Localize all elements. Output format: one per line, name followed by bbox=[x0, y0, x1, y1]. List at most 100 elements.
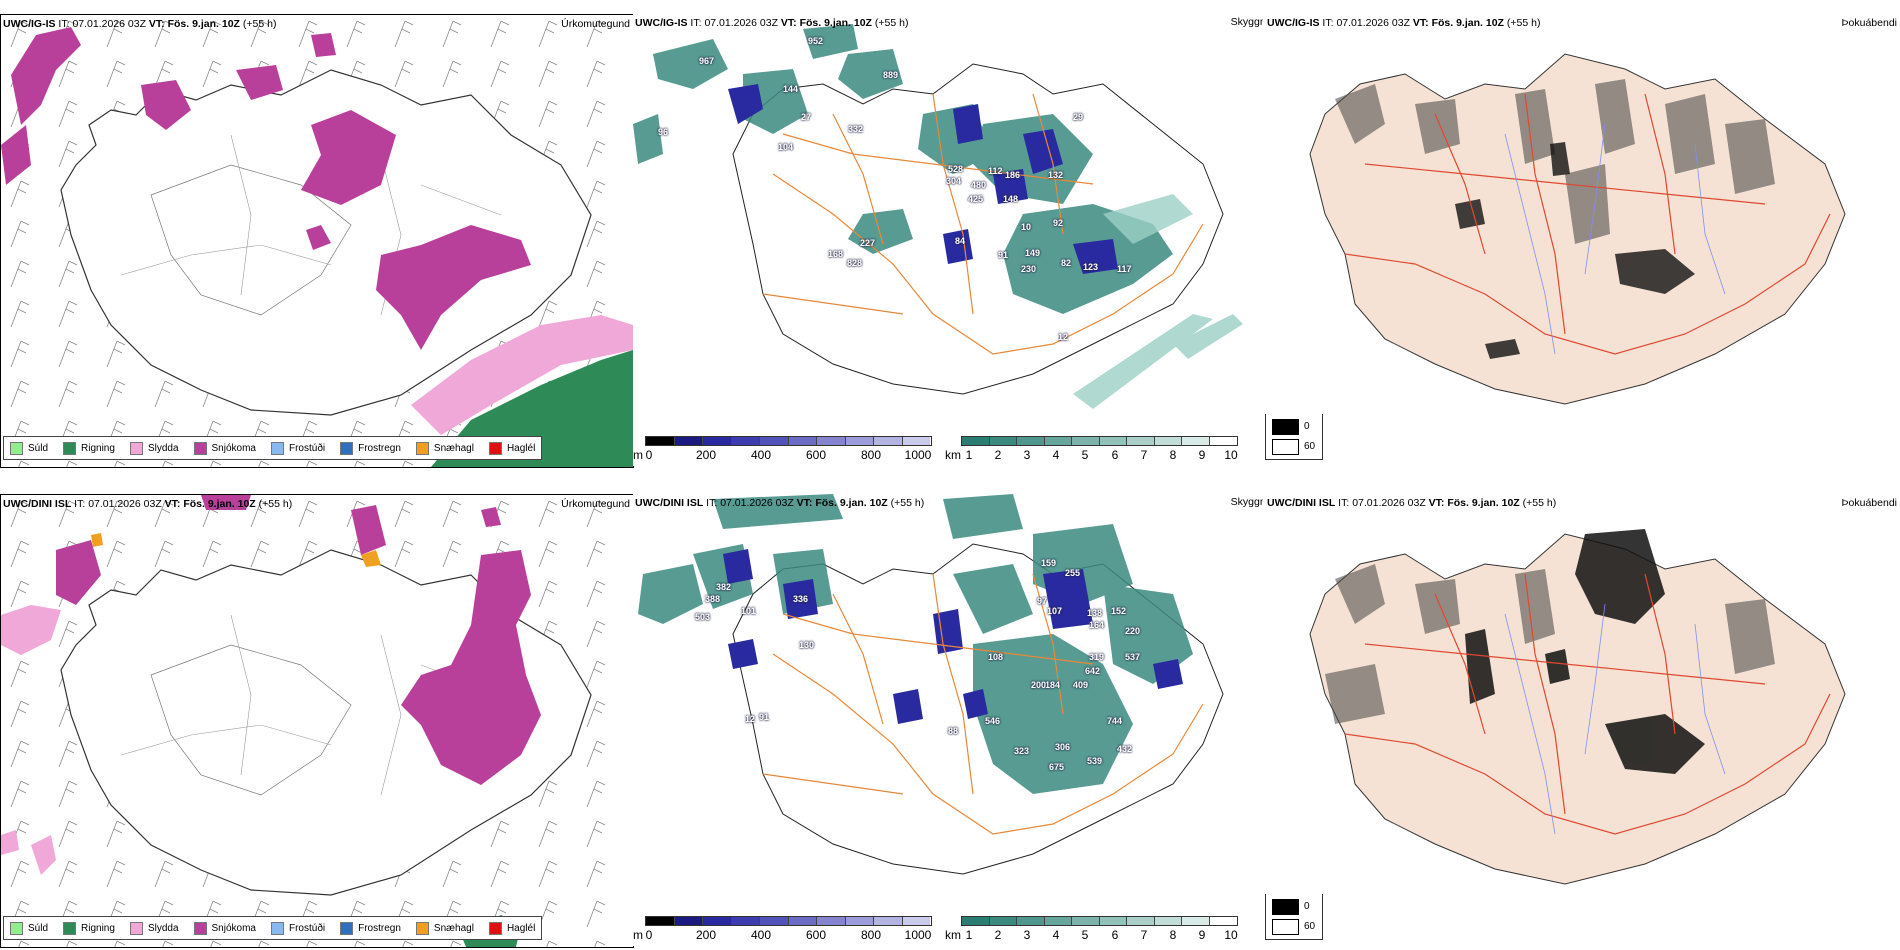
fog-legend-high-label: 0 bbox=[1304, 901, 1310, 912]
value-label: 186 bbox=[1005, 170, 1021, 180]
colorbar-cells bbox=[645, 436, 932, 446]
value-label: 230 bbox=[1021, 264, 1037, 274]
panel-title: Úrkomutegund bbox=[561, 18, 630, 30]
colorbar-tick: 8 bbox=[1169, 448, 1177, 462]
sleet-area bbox=[411, 315, 633, 435]
legend-swatch bbox=[488, 921, 502, 935]
legend-item: Haglél bbox=[488, 921, 535, 935]
colorbar-tick: 0 bbox=[645, 928, 653, 942]
colorbar-tick: 5 bbox=[1081, 928, 1089, 942]
legend-item: Snæhagl bbox=[415, 441, 474, 455]
low-cloud-areas bbox=[728, 84, 1118, 274]
legend-swatch bbox=[340, 441, 354, 455]
value-label: 227 bbox=[860, 238, 876, 248]
panel-title: Skyggni bbox=[1230, 496, 1263, 508]
panel-title: Úrkomutegund bbox=[561, 498, 630, 510]
colorbar-tick: 7 bbox=[1140, 448, 1148, 462]
iceland-outline bbox=[60, 549, 592, 896]
colorbar-tick: 2 bbox=[994, 928, 1002, 942]
precip-legend: Súld Rigning Slydda Snjókoma Frostúði Fr… bbox=[3, 916, 543, 940]
value-label: 382 bbox=[716, 582, 732, 592]
legend-swatch bbox=[63, 921, 77, 935]
snowfall-areas bbox=[56, 495, 541, 785]
value-label: 425 bbox=[968, 194, 984, 204]
colorbar-cell bbox=[1127, 437, 1155, 445]
panel-title: Skyggni bbox=[1230, 16, 1263, 28]
colorbar-cell bbox=[646, 917, 675, 925]
value-label: 200 bbox=[1031, 680, 1047, 690]
colorbar-tick: 1000 bbox=[904, 928, 932, 942]
value-label: 104 bbox=[778, 142, 794, 152]
value-label: 409 bbox=[1073, 680, 1089, 690]
value-label: 132 bbox=[1048, 170, 1064, 180]
cloud-vis-panel-1: UWC/IG-IS IT: 07.01.2026 03Z VT: Fös. 9.… bbox=[633, 14, 1263, 466]
model-name: UWC/DINI ISL bbox=[3, 498, 72, 510]
legend-item: Frostregn bbox=[340, 921, 401, 935]
legend-item: Snjókoma bbox=[193, 441, 256, 455]
panel-header: UWC/DINI ISL IT: 07.01.2026 03Z VT: Fös.… bbox=[635, 497, 925, 509]
colorbar-cell bbox=[788, 437, 817, 445]
legend-item: Rigning bbox=[63, 921, 115, 935]
value-label: 96 bbox=[658, 127, 669, 137]
cloud-base-colorbar: m 0 200 400 600 800 1000 bbox=[633, 436, 943, 466]
road-network bbox=[1344, 573, 1831, 835]
value-label: 82 bbox=[1061, 258, 1072, 268]
colorbar-cell bbox=[962, 917, 990, 925]
colorbar-cell bbox=[1099, 917, 1127, 925]
fog-legend-low-label: 60 bbox=[1304, 441, 1316, 452]
panel-header: UWC/DINI ISL IT: 07.01.2026 03Z VT: Fös.… bbox=[3, 498, 293, 510]
colorbar-tick: 2 bbox=[994, 448, 1002, 462]
legend-swatch bbox=[193, 921, 207, 935]
legend-swatch bbox=[415, 441, 429, 455]
precip-type-panel-2: UWC/DINI ISL IT: 07.01.2026 03Z VT: Fös.… bbox=[0, 494, 634, 948]
legend-swatch bbox=[10, 441, 23, 455]
value-label: 101 bbox=[741, 606, 757, 616]
value-label: 744 bbox=[1107, 716, 1123, 726]
colorbar-cell bbox=[902, 437, 930, 445]
colorbar-tick: 3 bbox=[1023, 928, 1031, 942]
cloud-vis-map-2 bbox=[638, 494, 1224, 875]
value-label: 91 bbox=[998, 250, 1009, 260]
fog-legend-low-swatch bbox=[1272, 439, 1299, 455]
colorbar-cell bbox=[760, 437, 789, 445]
fog-indicator-areas bbox=[1335, 79, 1775, 244]
colorbar-tick: 10 bbox=[1224, 928, 1238, 942]
legend-swatch bbox=[270, 441, 284, 455]
legend-swatch bbox=[10, 921, 23, 935]
legend-item: Súld bbox=[10, 921, 48, 935]
value-label: 123 bbox=[1083, 262, 1099, 272]
colorbar-unit: km bbox=[945, 448, 961, 462]
colorbar-tick: 0 bbox=[645, 448, 653, 462]
colorbar-tick: 400 bbox=[750, 448, 772, 462]
colorbar-cell bbox=[1154, 437, 1182, 445]
legend-swatch bbox=[63, 441, 77, 455]
panel-title: Þokuábendi bbox=[1841, 17, 1897, 29]
fog-legend-high-label: 0 bbox=[1304, 421, 1310, 432]
value-label: 91 bbox=[759, 712, 770, 722]
legend-item: Slydda bbox=[129, 441, 179, 455]
colorbar-cell bbox=[989, 917, 1017, 925]
cloud-vis-panel-2: UWC/DINI ISL IT: 07.01.2026 03Z VT: Fös.… bbox=[633, 494, 1263, 946]
value-label: 480 bbox=[971, 180, 987, 190]
colorbar-tick: 9 bbox=[1198, 928, 1206, 942]
low-cloud-areas bbox=[723, 549, 1183, 724]
value-label: 12 bbox=[745, 714, 756, 724]
value-label: 88 bbox=[948, 726, 959, 736]
iceland-outline bbox=[1309, 533, 1846, 885]
colorbar-tick: 4 bbox=[1052, 448, 1060, 462]
cloud-base-colorbar: m 0 200 400 600 800 1000 bbox=[633, 916, 943, 946]
colorbar-cell bbox=[1209, 917, 1236, 925]
value-label: 184 bbox=[1045, 680, 1061, 690]
snowfall-areas bbox=[1, 27, 531, 350]
visibility-colorbar: km 1 2 3 4 5 6 7 8 9 10 bbox=[945, 436, 1255, 466]
rivers bbox=[1504, 123, 1726, 355]
panel-header: UWC/IG-IS IT: 07.01.2026 03Z VT: Fös. 9.… bbox=[1267, 17, 1541, 29]
colorbar-cell bbox=[874, 917, 903, 925]
fog-legend-2: 0 60 bbox=[1265, 892, 1323, 940]
precip-type-panel-1: UWC/IG-IS IT: 07.01.2026 03Z VT: Fös. 9.… bbox=[0, 14, 634, 468]
cloud-vis-map-1 bbox=[633, 24, 1243, 409]
visibility-colorbar: km 1 2 3 4 5 6 7 8 9 10 bbox=[945, 916, 1255, 946]
value-label: 138 bbox=[1087, 608, 1103, 618]
colorbar-cell bbox=[902, 917, 930, 925]
value-label: 12 bbox=[1058, 332, 1069, 342]
